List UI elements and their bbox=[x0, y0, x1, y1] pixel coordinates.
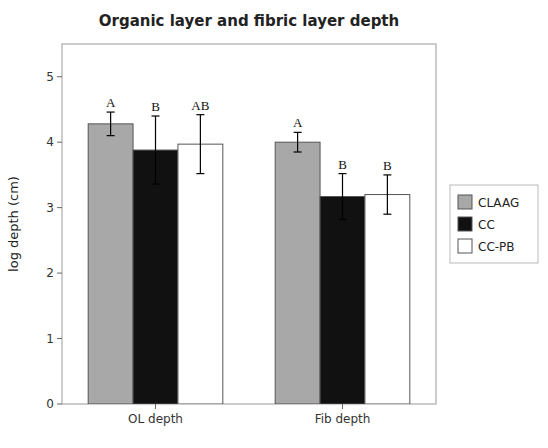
y-tick bbox=[57, 404, 62, 405]
y-tick-label: 5 bbox=[46, 70, 54, 84]
bar bbox=[133, 150, 178, 404]
legend-swatch bbox=[458, 195, 472, 209]
legend-swatch bbox=[458, 239, 472, 253]
y-tick bbox=[57, 76, 62, 77]
letters: AABBABB bbox=[106, 95, 392, 173]
bar bbox=[88, 124, 133, 404]
x-tick bbox=[155, 404, 156, 409]
y-axis-label: log depth (cm) bbox=[6, 176, 21, 272]
bar bbox=[178, 144, 223, 404]
y-tick bbox=[57, 273, 62, 274]
y-tick bbox=[57, 338, 62, 339]
bar bbox=[320, 197, 365, 404]
letter-label: B bbox=[338, 157, 347, 172]
y-tick-label: 2 bbox=[46, 266, 54, 280]
y-tick-label: 0 bbox=[46, 397, 54, 411]
legend-label: CLAAG bbox=[478, 196, 519, 210]
error-bar bbox=[383, 175, 391, 214]
bars bbox=[88, 112, 410, 404]
y-tick-label: 4 bbox=[46, 135, 54, 149]
x-tick-label: OL depth bbox=[128, 412, 183, 426]
legend-label: CC bbox=[478, 218, 495, 232]
bar bbox=[365, 195, 410, 404]
letter-label: AB bbox=[191, 98, 209, 113]
plot-frame bbox=[62, 44, 436, 404]
error-bar bbox=[294, 132, 302, 152]
letter-label: B bbox=[151, 99, 160, 114]
letter-label: A bbox=[293, 115, 303, 130]
error-bar bbox=[196, 115, 204, 174]
legend: CLAAG CC CC-PB bbox=[450, 185, 538, 263]
x-tick bbox=[342, 404, 343, 409]
letter-label: A bbox=[106, 95, 116, 110]
y-tick bbox=[57, 207, 62, 208]
error-bar bbox=[107, 112, 115, 136]
legend-swatch bbox=[458, 217, 472, 231]
y-tick bbox=[57, 142, 62, 143]
error-bar bbox=[152, 116, 160, 184]
y-tick-label: 3 bbox=[46, 201, 54, 215]
title: Organic layer and fibric layer depth bbox=[99, 12, 399, 30]
legend-label: CC-PB bbox=[478, 240, 515, 254]
error-bar bbox=[339, 174, 347, 220]
x-tick-label: Fib depth bbox=[315, 412, 371, 426]
bar bbox=[275, 142, 320, 404]
y-tick-label: 1 bbox=[46, 332, 54, 346]
legend-frame bbox=[450, 185, 538, 263]
chart: 0 1 2 3 4 5 OL depth Fib depth log depth (cm) Org… bbox=[0, 0, 548, 448]
letter-label: B bbox=[383, 158, 392, 173]
